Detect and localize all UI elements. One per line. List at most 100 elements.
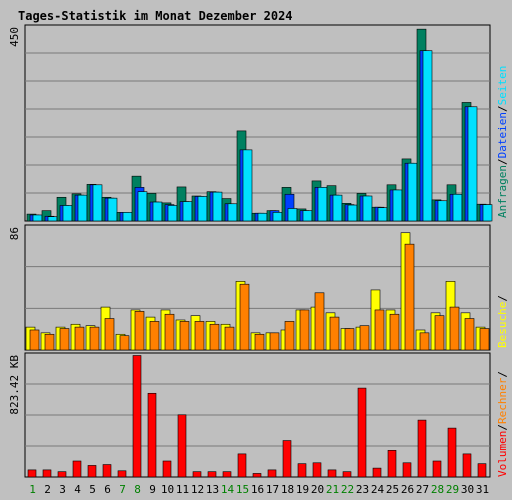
bar-rechner-day-4 bbox=[74, 326, 85, 351]
bar-volumen-day-31 bbox=[477, 463, 487, 478]
day-label-21: 21 bbox=[326, 483, 339, 496]
bar-volumen-day-17 bbox=[267, 469, 277, 478]
day-label-16: 16 bbox=[251, 483, 264, 496]
bar-volumen-day-5 bbox=[87, 465, 97, 478]
bar-volumen-day-20 bbox=[312, 462, 322, 478]
bar-rechner-day-22 bbox=[344, 328, 355, 351]
bar-volumen-day-21 bbox=[327, 469, 337, 478]
legend-separator: / bbox=[496, 295, 509, 302]
bar-rechner-day-8 bbox=[134, 311, 145, 351]
day-label-14: 14 bbox=[221, 483, 235, 496]
legend-seiten: Seiten bbox=[496, 66, 509, 106]
day-label-13: 13 bbox=[206, 483, 219, 496]
day-label-5: 5 bbox=[89, 483, 96, 496]
bar-seiten-day-13 bbox=[212, 191, 223, 222]
day-label-7: 7 bbox=[119, 483, 126, 496]
bar-rechner-day-9 bbox=[149, 321, 160, 351]
bar-volumen-day-25 bbox=[387, 450, 397, 478]
bar-rechner-day-17 bbox=[269, 332, 280, 351]
bar-seiten-day-11 bbox=[182, 201, 193, 222]
bar-seiten-day-14 bbox=[227, 203, 238, 222]
legend-besuche: Besuche bbox=[496, 302, 509, 348]
axis-max-label-requests: 450 bbox=[8, 27, 21, 47]
bar-volumen-day-29 bbox=[447, 427, 457, 478]
day-label-19: 19 bbox=[296, 483, 309, 496]
side-legend-visits: Besuche/ bbox=[496, 295, 509, 348]
day-label-20: 20 bbox=[311, 483, 324, 496]
bar-seiten-day-17 bbox=[272, 212, 283, 222]
day-label-2: 2 bbox=[44, 483, 51, 496]
bar-rechner-day-18 bbox=[284, 321, 295, 351]
bar-rechner-day-7 bbox=[119, 335, 130, 351]
bar-seiten-day-4 bbox=[77, 194, 88, 222]
bar-seiten-day-7 bbox=[122, 212, 133, 222]
bar-seiten-day-1 bbox=[32, 214, 43, 222]
bar-volumen-day-24 bbox=[372, 467, 382, 478]
bar-rechner-day-30 bbox=[464, 318, 475, 351]
bar-volumen-day-3 bbox=[57, 471, 67, 478]
bar-seiten-day-24 bbox=[377, 207, 388, 222]
bar-volumen-day-13 bbox=[207, 471, 217, 478]
bar-rechner-day-11 bbox=[179, 321, 190, 351]
panel-requests: 450 bbox=[8, 24, 493, 222]
bar-seiten-day-15 bbox=[242, 149, 253, 222]
panel-volume: 823.42 KB bbox=[8, 352, 491, 478]
day-label-29: 29 bbox=[446, 483, 459, 496]
bar-rechner-day-13 bbox=[209, 323, 220, 351]
bar-seiten-day-12 bbox=[197, 196, 208, 222]
bar-volumen-day-1 bbox=[27, 469, 37, 478]
bar-rechner-day-14 bbox=[224, 326, 235, 351]
day-label-11: 11 bbox=[176, 483, 189, 496]
bar-rechner-day-24 bbox=[374, 309, 385, 351]
bar-seiten-day-16 bbox=[257, 212, 268, 222]
legend-volumen: Volumen bbox=[496, 431, 509, 477]
bar-volumen-day-12 bbox=[192, 471, 202, 478]
day-label-3: 3 bbox=[59, 483, 66, 496]
bar-rechner-day-10 bbox=[164, 313, 175, 351]
bar-rechner-day-28 bbox=[434, 315, 445, 351]
bar-seiten-day-18 bbox=[287, 208, 298, 222]
legend-separator: / bbox=[496, 424, 509, 431]
bar-seiten-day-2 bbox=[47, 216, 58, 222]
day-label-8: 8 bbox=[134, 483, 141, 496]
bar-seiten-day-31 bbox=[482, 204, 493, 222]
bar-rechner-day-3 bbox=[59, 328, 70, 351]
day-label-9: 9 bbox=[149, 483, 156, 496]
bar-volumen-day-18 bbox=[282, 440, 292, 478]
bar-volumen-day-7 bbox=[117, 470, 127, 478]
bar-rechner-day-20 bbox=[314, 292, 325, 351]
day-label-15: 15 bbox=[236, 483, 249, 496]
legend-separator: / bbox=[496, 158, 509, 165]
legend-dateien: Dateien bbox=[496, 112, 509, 158]
bar-rechner-day-1 bbox=[29, 329, 40, 351]
day-label-28: 28 bbox=[431, 483, 444, 496]
bar-rechner-day-15 bbox=[239, 283, 250, 351]
bar-volumen-day-10 bbox=[162, 460, 172, 478]
legend-separator: / bbox=[496, 371, 509, 378]
bar-rechner-day-26 bbox=[404, 243, 415, 351]
bar-rechner-day-21 bbox=[329, 316, 340, 351]
bar-seiten-day-25 bbox=[392, 189, 403, 222]
bar-volumen-day-2 bbox=[42, 469, 52, 478]
bar-seiten-day-6 bbox=[107, 197, 118, 222]
bar-seiten-day-27 bbox=[422, 50, 433, 222]
day-label-24: 24 bbox=[371, 483, 385, 496]
bar-seiten-day-3 bbox=[62, 205, 73, 222]
side-legend: Anfragen/Dateien/SeitenBesuche/Volumen/R… bbox=[496, 66, 509, 477]
bar-rechner-day-19 bbox=[299, 309, 310, 351]
panel-visits: 86 bbox=[8, 224, 491, 351]
day-labels: 1 2 3 4 5 6 7 8 9 10 11 12 13 14 15 16 17 18 19 20 21 22 23 24 2… bbox=[29, 483, 489, 496]
bar-volumen-day-11 bbox=[177, 414, 187, 478]
legend-rechner: Rechner bbox=[496, 377, 509, 424]
bar-volumen-day-19 bbox=[297, 463, 307, 478]
day-label-18: 18 bbox=[281, 483, 294, 496]
bar-rechner-day-27 bbox=[419, 332, 430, 351]
day-label-27: 27 bbox=[416, 483, 429, 496]
bar-seiten-day-22 bbox=[347, 204, 358, 222]
bar-seiten-day-28 bbox=[437, 200, 448, 222]
legend-separator: / bbox=[496, 105, 509, 112]
side-legend-volume: Volumen/Rechner/ bbox=[496, 371, 509, 477]
bar-seiten-day-20 bbox=[317, 187, 328, 222]
day-label-30: 30 bbox=[461, 483, 474, 496]
